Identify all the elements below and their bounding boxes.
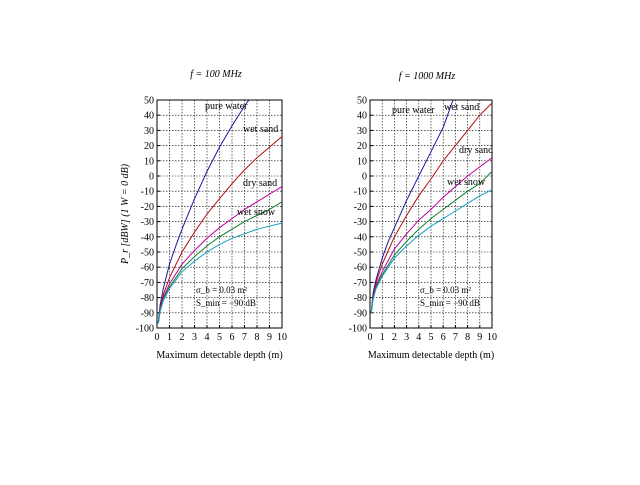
- y-tick-label: -80: [354, 293, 367, 304]
- x-tick-label: 0: [368, 332, 373, 343]
- annotation-smin: S_min = −90 dB: [196, 298, 256, 308]
- y-tick-label: 40: [144, 111, 154, 122]
- y-tick-label: -40: [354, 232, 367, 243]
- x-tick-label: 2: [392, 332, 397, 343]
- y-tick-label: 0: [362, 172, 367, 183]
- x-tick-label: 6: [230, 332, 235, 343]
- series-label: pure water: [205, 101, 248, 112]
- chart-panel-1: 0 1 2 3 4 5 6 7 8 9 10-100-90-80-70-60-50-40-30-20…: [120, 69, 287, 361]
- x-tick-label: 1: [167, 332, 172, 343]
- y-tick-label: 10: [144, 156, 154, 167]
- x-tick-label: 10: [487, 332, 497, 343]
- y-tick-label: -10: [141, 187, 154, 198]
- chart-panel-2: 0 1 2 3 4 5 6 7 8 9 10-100-90-80-70-60-50-40-30-20…: [349, 71, 497, 361]
- chart-title: f = 1000 MHz: [399, 71, 456, 82]
- series-line-unlabeled-4: [370, 189, 492, 313]
- series-line-dry-sand: [157, 186, 282, 324]
- y-tick-label: -20: [141, 202, 154, 213]
- y-tick-label: -60: [354, 263, 367, 274]
- y-tick-label: -80: [141, 293, 154, 304]
- y-tick-label: -20: [354, 202, 367, 213]
- series-label: wet sand: [243, 124, 278, 135]
- x-tick-label: 8: [255, 332, 260, 343]
- y-tick-label: -50: [141, 248, 154, 259]
- y-tick-label: -70: [354, 278, 367, 289]
- x-tick-label: 4: [205, 332, 210, 343]
- annotation-smin: S_min = −90 dB: [420, 298, 480, 308]
- x-axis-label: Maximum detectable depth (m): [156, 350, 282, 361]
- annotation-sigma: σ_b = 0.03 m²: [196, 285, 247, 295]
- x-tick-label: 1: [380, 332, 385, 343]
- series-line-pure-water: [370, 100, 454, 313]
- chart-title: f = 100 MHz: [190, 69, 242, 80]
- y-axis-label: P_r [dBW] (1 W = 0 dB): [120, 163, 131, 265]
- y-tick-label: -60: [141, 263, 154, 274]
- x-tick-label: 5: [429, 332, 434, 343]
- x-tick-label: 5: [217, 332, 222, 343]
- series-label: wet snow: [447, 177, 486, 188]
- y-tick-label: -90: [141, 308, 154, 319]
- y-tick-label: 20: [144, 141, 154, 152]
- x-axis-label: Maximum detectable depth (m): [368, 350, 494, 361]
- series-label: wet snow: [237, 207, 276, 218]
- x-tick-label: 4: [416, 332, 421, 343]
- series-line-wet-sand: [370, 102, 492, 313]
- x-tick-label: 10: [277, 332, 287, 343]
- series-label: wet sand: [444, 102, 479, 113]
- x-tick-label: 3: [192, 332, 197, 343]
- y-tick-label: 50: [144, 96, 154, 107]
- series-line-wet-sand: [157, 136, 282, 324]
- y-tick-label: 10: [357, 156, 367, 167]
- y-tick-label: 50: [357, 96, 367, 107]
- x-tick-label: 2: [180, 332, 185, 343]
- x-tick-label: 0: [155, 332, 160, 343]
- y-tick-label: 40: [357, 111, 367, 122]
- y-tick-label: 0: [149, 172, 154, 183]
- series-line-pure-water: [157, 100, 250, 322]
- series-label: pure water: [392, 105, 435, 116]
- y-tick-label: -100: [349, 324, 367, 335]
- y-tick-label: -70: [141, 278, 154, 289]
- series-line-dry-sand: [370, 157, 492, 313]
- series-line-unlabeled-4: [157, 222, 282, 324]
- series-label: dry sand: [459, 145, 493, 156]
- y-tick-label: 30: [144, 126, 154, 137]
- y-tick-label: -30: [354, 217, 367, 228]
- y-tick-label: -50: [354, 248, 367, 259]
- series-line-wet-snow: [157, 201, 282, 324]
- series-line-wet-snow: [370, 171, 492, 313]
- y-tick-label: 20: [357, 141, 367, 152]
- y-tick-label: 30: [357, 126, 367, 137]
- x-tick-label: 9: [267, 332, 272, 343]
- x-tick-label: 6: [441, 332, 446, 343]
- y-tick-label: -100: [136, 324, 154, 335]
- series-label: dry sand: [243, 178, 277, 189]
- x-tick-label: 7: [453, 332, 458, 343]
- y-tick-label: -40: [141, 232, 154, 243]
- y-tick-label: -30: [141, 217, 154, 228]
- annotation-sigma: σ_b = 0.03 m²: [420, 285, 471, 295]
- y-tick-label: -10: [354, 187, 367, 198]
- y-tick-label: -90: [354, 308, 367, 319]
- x-tick-label: 8: [465, 332, 470, 343]
- x-tick-label: 9: [477, 332, 482, 343]
- x-tick-label: 3: [404, 332, 409, 343]
- x-tick-label: 7: [242, 332, 247, 343]
